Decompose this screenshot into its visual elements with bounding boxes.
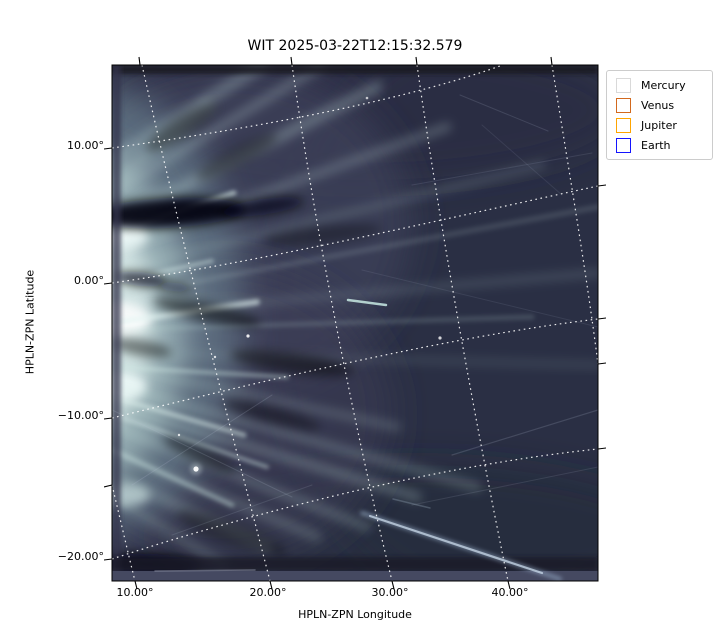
legend-item-mercury: Mercury bbox=[616, 77, 703, 93]
edge-band bbox=[112, 65, 121, 581]
x-tick-label: 30.00° bbox=[371, 586, 409, 599]
axis-tick-bottom bbox=[507, 580, 511, 590]
axis-tick-left bbox=[104, 484, 113, 488]
transient-streak bbox=[112, 409, 293, 498]
axis-tick-bottom bbox=[391, 580, 395, 590]
dark-lane bbox=[153, 297, 261, 327]
axis-tick-right bbox=[597, 447, 606, 450]
edge-band bbox=[112, 557, 598, 571]
axis-tick-top bbox=[415, 56, 418, 66]
transient-streak bbox=[481, 124, 563, 196]
axis-tick-left bbox=[104, 417, 113, 420]
streamer-streak bbox=[112, 314, 535, 333]
y-axis-label: HPLN-ZPN Latitude bbox=[23, 269, 37, 375]
streamer-streak bbox=[112, 422, 372, 532]
plot-title: WIT 2025-03-22T12:15:32.579 bbox=[247, 38, 463, 54]
streamer-streak bbox=[118, 415, 269, 469]
transient-streak bbox=[459, 94, 549, 132]
y-tick-label: −10.00° bbox=[57, 409, 104, 422]
streamer-streak bbox=[112, 492, 229, 570]
axis-tick-left bbox=[104, 558, 113, 561]
edge-band bbox=[112, 65, 598, 74]
axis-tick-bottom bbox=[134, 580, 138, 590]
image-layer bbox=[112, 65, 598, 581]
x-axis-label: HPLN-ZPN Longitude bbox=[298, 608, 412, 621]
axis-tick-left bbox=[104, 282, 113, 285]
streamer-streak bbox=[112, 65, 327, 198]
y-tick-label: 0.00° bbox=[74, 274, 104, 287]
dark-lane bbox=[262, 224, 382, 246]
legend-label: Venus bbox=[641, 98, 675, 112]
streamer-streak bbox=[112, 361, 401, 431]
bright-point bbox=[177, 433, 181, 437]
bright-point bbox=[213, 355, 217, 359]
dark-lane bbox=[156, 281, 192, 293]
legend: Mercury Venus Jupiter Earth bbox=[606, 70, 713, 160]
dark-lane bbox=[220, 197, 304, 217]
transient-streak bbox=[346, 298, 388, 307]
streamer-streak bbox=[112, 380, 482, 492]
transient-streak bbox=[131, 394, 273, 486]
legend-item-earth: Earth bbox=[616, 137, 703, 153]
x-tick-label: 40.00° bbox=[491, 586, 529, 599]
longitude-grid-line bbox=[416, 65, 509, 581]
streamer-streak bbox=[112, 447, 235, 508]
streamer-streak bbox=[112, 400, 422, 502]
axis-tick-left bbox=[104, 147, 113, 150]
axes-spine bbox=[111, 64, 599, 582]
axis-tick-right bbox=[597, 184, 606, 187]
streamer-streak bbox=[113, 161, 546, 274]
streamer-streak bbox=[112, 204, 598, 300]
dark-lane bbox=[196, 133, 278, 181]
streamer-streak bbox=[112, 365, 289, 379]
axis-tick-right bbox=[597, 362, 606, 365]
latitude-grid-line bbox=[112, 318, 598, 419]
bright-point bbox=[438, 336, 442, 340]
bright-point bbox=[193, 466, 199, 472]
axis-tick-top bbox=[138, 56, 141, 66]
dark-lane bbox=[112, 338, 172, 358]
bright-point bbox=[365, 96, 369, 100]
transient-streak bbox=[154, 569, 256, 572]
transient-streak bbox=[411, 152, 593, 186]
legend-item-venus: Venus bbox=[616, 97, 703, 113]
y-tick-label: −20.00° bbox=[57, 550, 104, 563]
dark-lane bbox=[223, 399, 321, 431]
legend-label: Mercury bbox=[641, 78, 686, 92]
jupiter-swatch-icon bbox=[616, 117, 631, 133]
axis-tick-top bbox=[290, 56, 293, 66]
axis-tick-bottom bbox=[269, 580, 273, 590]
plot-image bbox=[104, 56, 606, 590]
bright-point bbox=[246, 334, 250, 338]
longitude-grid-line bbox=[291, 65, 393, 581]
dark-lane bbox=[112, 197, 245, 229]
x-tick-label: 10.00° bbox=[116, 586, 154, 599]
transient-streak bbox=[451, 409, 598, 456]
venus-swatch-icon bbox=[616, 97, 631, 113]
longitude-grid-line bbox=[112, 484, 136, 581]
axis-tick-right bbox=[597, 317, 606, 320]
streamer-streak bbox=[112, 394, 247, 438]
legend-item-jupiter: Jupiter bbox=[616, 117, 703, 133]
transient-streak bbox=[392, 498, 431, 509]
transient-streak bbox=[368, 514, 544, 575]
dark-lane bbox=[230, 349, 354, 377]
dark-lane bbox=[114, 271, 166, 287]
transient-streak bbox=[411, 466, 598, 506]
earth-swatch-icon bbox=[616, 137, 631, 153]
streamer-streak bbox=[112, 348, 598, 369]
x-tick-label: 20.00° bbox=[249, 586, 287, 599]
dark-lane bbox=[146, 102, 218, 152]
y-tick-label: 10.00° bbox=[67, 139, 104, 152]
edge-band bbox=[112, 571, 598, 581]
legend-label: Earth bbox=[641, 138, 671, 152]
transient-streak bbox=[171, 484, 313, 536]
transient-streak bbox=[361, 269, 598, 328]
mercury-swatch-icon bbox=[616, 77, 631, 93]
dark-lane bbox=[163, 436, 237, 474]
axis-tick-top bbox=[550, 56, 553, 66]
dark-lane bbox=[177, 511, 287, 555]
legend-label: Jupiter bbox=[641, 118, 677, 132]
